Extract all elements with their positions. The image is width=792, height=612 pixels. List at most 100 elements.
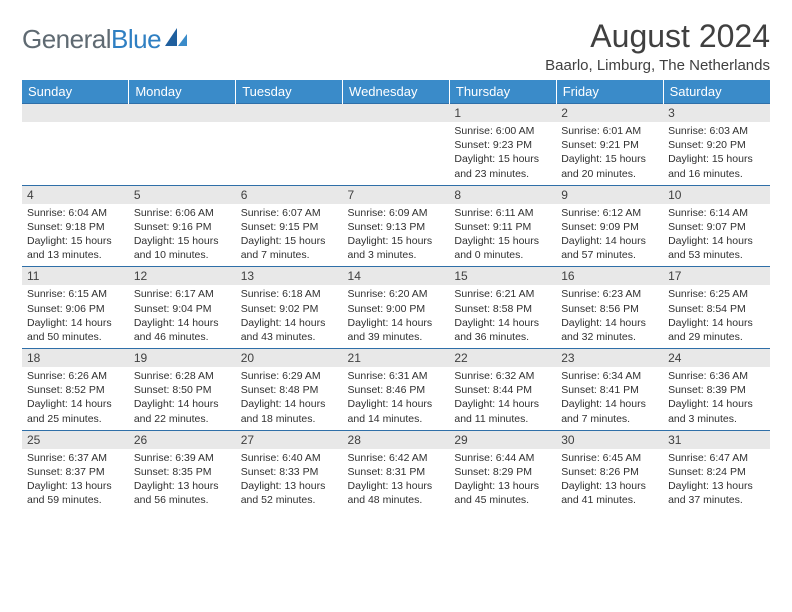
calendar-cell: 17Sunrise: 6:25 AMSunset: 8:54 PMDayligh… — [663, 267, 770, 349]
title-block: August 2024 Baarlo, Limburg, The Netherl… — [545, 18, 770, 74]
sunrise-text: Sunrise: 6:34 AM — [561, 369, 658, 383]
calendar-week-row: 11 Sunrise: 6:15 AMSunset: 9:06 PM Dayligh… — [22, 267, 770, 349]
sunrise-text: Sunrise: 6:15 AM — [27, 287, 124, 301]
sunset-text: Sunset: 8:41 PM — [561, 383, 658, 397]
daylight-text: Daylight: 13 hours and 48 minutes. — [348, 479, 445, 507]
calendar-header-row: SundayMondayTuesdayWednesdayThursdayFrid… — [22, 80, 770, 104]
calendar-cell: 9Sunrise: 6:12 AMSunset: 9:09 PMDaylight… — [556, 185, 663, 267]
sunset-text: Sunset: 9:07 PM — [668, 220, 765, 234]
day-number: 10 — [663, 186, 770, 204]
sunset-text: Sunset: 9:21 PM — [561, 138, 658, 152]
daylight-text: Daylight: 14 hours and 43 minutes. — [241, 316, 338, 344]
calendar-cell: 1Sunrise: 6:00 AMSunset: 9:23 PMDaylight… — [449, 104, 556, 186]
sunset-text: Sunset: 9:06 PM — [27, 302, 124, 316]
day-number — [236, 104, 343, 122]
calendar-week-row: 1Sunrise: 6:00 AMSunset: 9:23 PMDaylight… — [22, 104, 770, 186]
day-number: 3 — [663, 104, 770, 122]
day-header: Sunday — [22, 80, 129, 104]
logo: GeneralBlue — [22, 18, 189, 55]
sunrise-text: Sunrise: 6:32 AM — [454, 369, 551, 383]
day-details: Sunrise: 6:03 AMSunset: 9:20 PMDaylight:… — [663, 122, 770, 185]
sunset-text: Sunset: 9:16 PM — [134, 220, 231, 234]
day-details — [236, 122, 343, 128]
day-header: Monday — [129, 80, 236, 104]
day-details: Sunrise: 6:09 AMSunset: 9:13 PMDaylight:… — [343, 204, 450, 267]
day-details: Sunrise: 6:40 AMSunset: 8:33 PMDaylight:… — [236, 449, 343, 512]
calendar-cell: 23Sunrise: 6:34 AMSunset: 8:41 PMDayligh… — [556, 349, 663, 431]
calendar-cell: 16Sunrise: 6:23 AMSunset: 8:56 PMDayligh… — [556, 267, 663, 349]
day-number: 11 — [22, 267, 129, 285]
day-details: Sunrise: 6:01 AMSunset: 9:21 PMDaylight:… — [556, 122, 663, 185]
sunset-text: Sunset: 8:31 PM — [348, 465, 445, 479]
calendar-cell: 29Sunrise: 6:44 AMSunset: 8:29 PMDayligh… — [449, 430, 556, 511]
day-number: 1 — [449, 104, 556, 122]
day-header: Tuesday — [236, 80, 343, 104]
day-details: Sunrise: 6:36 AMSunset: 8:39 PMDaylight:… — [663, 367, 770, 430]
sunset-text: Sunset: 9:02 PM — [241, 302, 338, 316]
daylight-text: Daylight: 15 hours and 3 minutes. — [348, 234, 445, 262]
calendar-week-row: 4Sunrise: 6:04 AMSunset: 9:18 PMDaylight… — [22, 185, 770, 267]
sunrise-text: Sunrise: 6:44 AM — [454, 451, 551, 465]
day-details: Sunrise: 6:04 AMSunset: 9:18 PMDaylight:… — [22, 204, 129, 267]
sunset-text: Sunset: 9:00 PM — [348, 302, 445, 316]
daylight-text: Daylight: 14 hours and 57 minutes. — [561, 234, 658, 262]
calendar-cell: 14Sunrise: 6:20 AMSunset: 9:00 PMDayligh… — [343, 267, 450, 349]
daylight-text: Daylight: 13 hours and 41 minutes. — [561, 479, 658, 507]
day-number — [22, 104, 129, 122]
sunrise-text: Sunrise: 6:31 AM — [348, 369, 445, 383]
daylight-text: Daylight: 14 hours and 36 minutes. — [454, 316, 551, 344]
day-details: Sunrise: 6:34 AMSunset: 8:41 PMDaylight:… — [556, 367, 663, 430]
calendar-cell: 25Sunrise: 6:37 AMSunset: 8:37 PMDayligh… — [22, 430, 129, 511]
day-details: Sunrise: 6:45 AMSunset: 8:26 PMDaylight:… — [556, 449, 663, 512]
day-number: 25 — [22, 431, 129, 449]
calendar-cell: 28Sunrise: 6:42 AMSunset: 8:31 PMDayligh… — [343, 430, 450, 511]
calendar-cell: 8Sunrise: 6:11 AMSunset: 9:11 PMDaylight… — [449, 185, 556, 267]
sunrise-text: Sunrise: 6:21 AM — [454, 287, 551, 301]
logo-text-part2: Blue — [111, 24, 161, 54]
day-details: Sunrise: 6:25 AMSunset: 8:54 PMDaylight:… — [663, 285, 770, 348]
calendar-cell: 19Sunrise: 6:28 AMSunset: 8:50 PMDayligh… — [129, 349, 236, 431]
calendar-cell: 18Sunrise: 6:26 AMSunset: 8:52 PMDayligh… — [22, 349, 129, 431]
daylight-text: Daylight: 14 hours and 53 minutes. — [668, 234, 765, 262]
sunrise-text: Sunrise: 6:17 AM — [134, 287, 231, 301]
sunset-text: Sunset: 8:58 PM — [454, 302, 551, 316]
daylight-text: Daylight: 14 hours and 22 minutes. — [134, 397, 231, 425]
day-number: 26 — [129, 431, 236, 449]
sunrise-text: Sunrise: 6:03 AM — [668, 124, 765, 138]
sunrise-text: Sunrise: 6:06 AM — [134, 206, 231, 220]
logo-sail-icon — [163, 26, 189, 53]
sunrise-text: Sunrise: 6:42 AM — [348, 451, 445, 465]
sunrise-text: Sunrise: 6:45 AM — [561, 451, 658, 465]
day-details: Sunrise: 6:12 AMSunset: 9:09 PMDaylight:… — [556, 204, 663, 267]
day-details — [343, 122, 450, 128]
header: GeneralBlue August 2024 Baarlo, Limburg,… — [22, 18, 770, 74]
sunset-text: Sunset: 9:23 PM — [454, 138, 551, 152]
calendar-cell: 22Sunrise: 6:32 AMSunset: 8:44 PMDayligh… — [449, 349, 556, 431]
sunrise-text: Sunrise: 6:04 AM — [27, 206, 124, 220]
day-details: Sunrise: 6:17 AMSunset: 9:04 PMDaylight:… — [129, 285, 236, 348]
calendar-cell: 24Sunrise: 6:36 AMSunset: 8:39 PMDayligh… — [663, 349, 770, 431]
day-number: 5 — [129, 186, 236, 204]
day-details: Sunrise: 6:14 AMSunset: 9:07 PMDaylight:… — [663, 204, 770, 267]
sunrise-text: Sunrise: 6:07 AM — [241, 206, 338, 220]
day-details: Sunrise: 6:31 AMSunset: 8:46 PMDaylight:… — [343, 367, 450, 430]
calendar-cell: 12Sunrise: 6:17 AMSunset: 9:04 PMDayligh… — [129, 267, 236, 349]
daylight-text: Daylight: 15 hours and 7 minutes. — [241, 234, 338, 262]
day-details: Sunrise: 6:21 AMSunset: 8:58 PMDaylight:… — [449, 285, 556, 348]
sunset-text: Sunset: 8:50 PM — [134, 383, 231, 397]
calendar-cell: 10Sunrise: 6:14 AMSunset: 9:07 PMDayligh… — [663, 185, 770, 267]
day-number: 15 — [449, 267, 556, 285]
calendar-table: SundayMondayTuesdayWednesdayThursdayFrid… — [22, 80, 770, 511]
calendar-cell — [236, 104, 343, 186]
sunrise-text: Sunrise: 6:39 AM — [134, 451, 231, 465]
sunset-text: Sunset: 8:52 PM — [27, 383, 124, 397]
day-details: Sunrise: 6:29 AMSunset: 8:48 PMDaylight:… — [236, 367, 343, 430]
day-number: 21 — [343, 349, 450, 367]
daylight-text: Daylight: 15 hours and 20 minutes. — [561, 152, 658, 180]
daylight-text: Daylight: 14 hours and 18 minutes. — [241, 397, 338, 425]
daylight-text: Daylight: 14 hours and 32 minutes. — [561, 316, 658, 344]
daylight-text: Daylight: 14 hours and 14 minutes. — [348, 397, 445, 425]
sunrise-text: Sunrise: 6:09 AM — [348, 206, 445, 220]
sunrise-text: Sunrise: 6:25 AM — [668, 287, 765, 301]
daylight-text: Daylight: 14 hours and 3 minutes. — [668, 397, 765, 425]
